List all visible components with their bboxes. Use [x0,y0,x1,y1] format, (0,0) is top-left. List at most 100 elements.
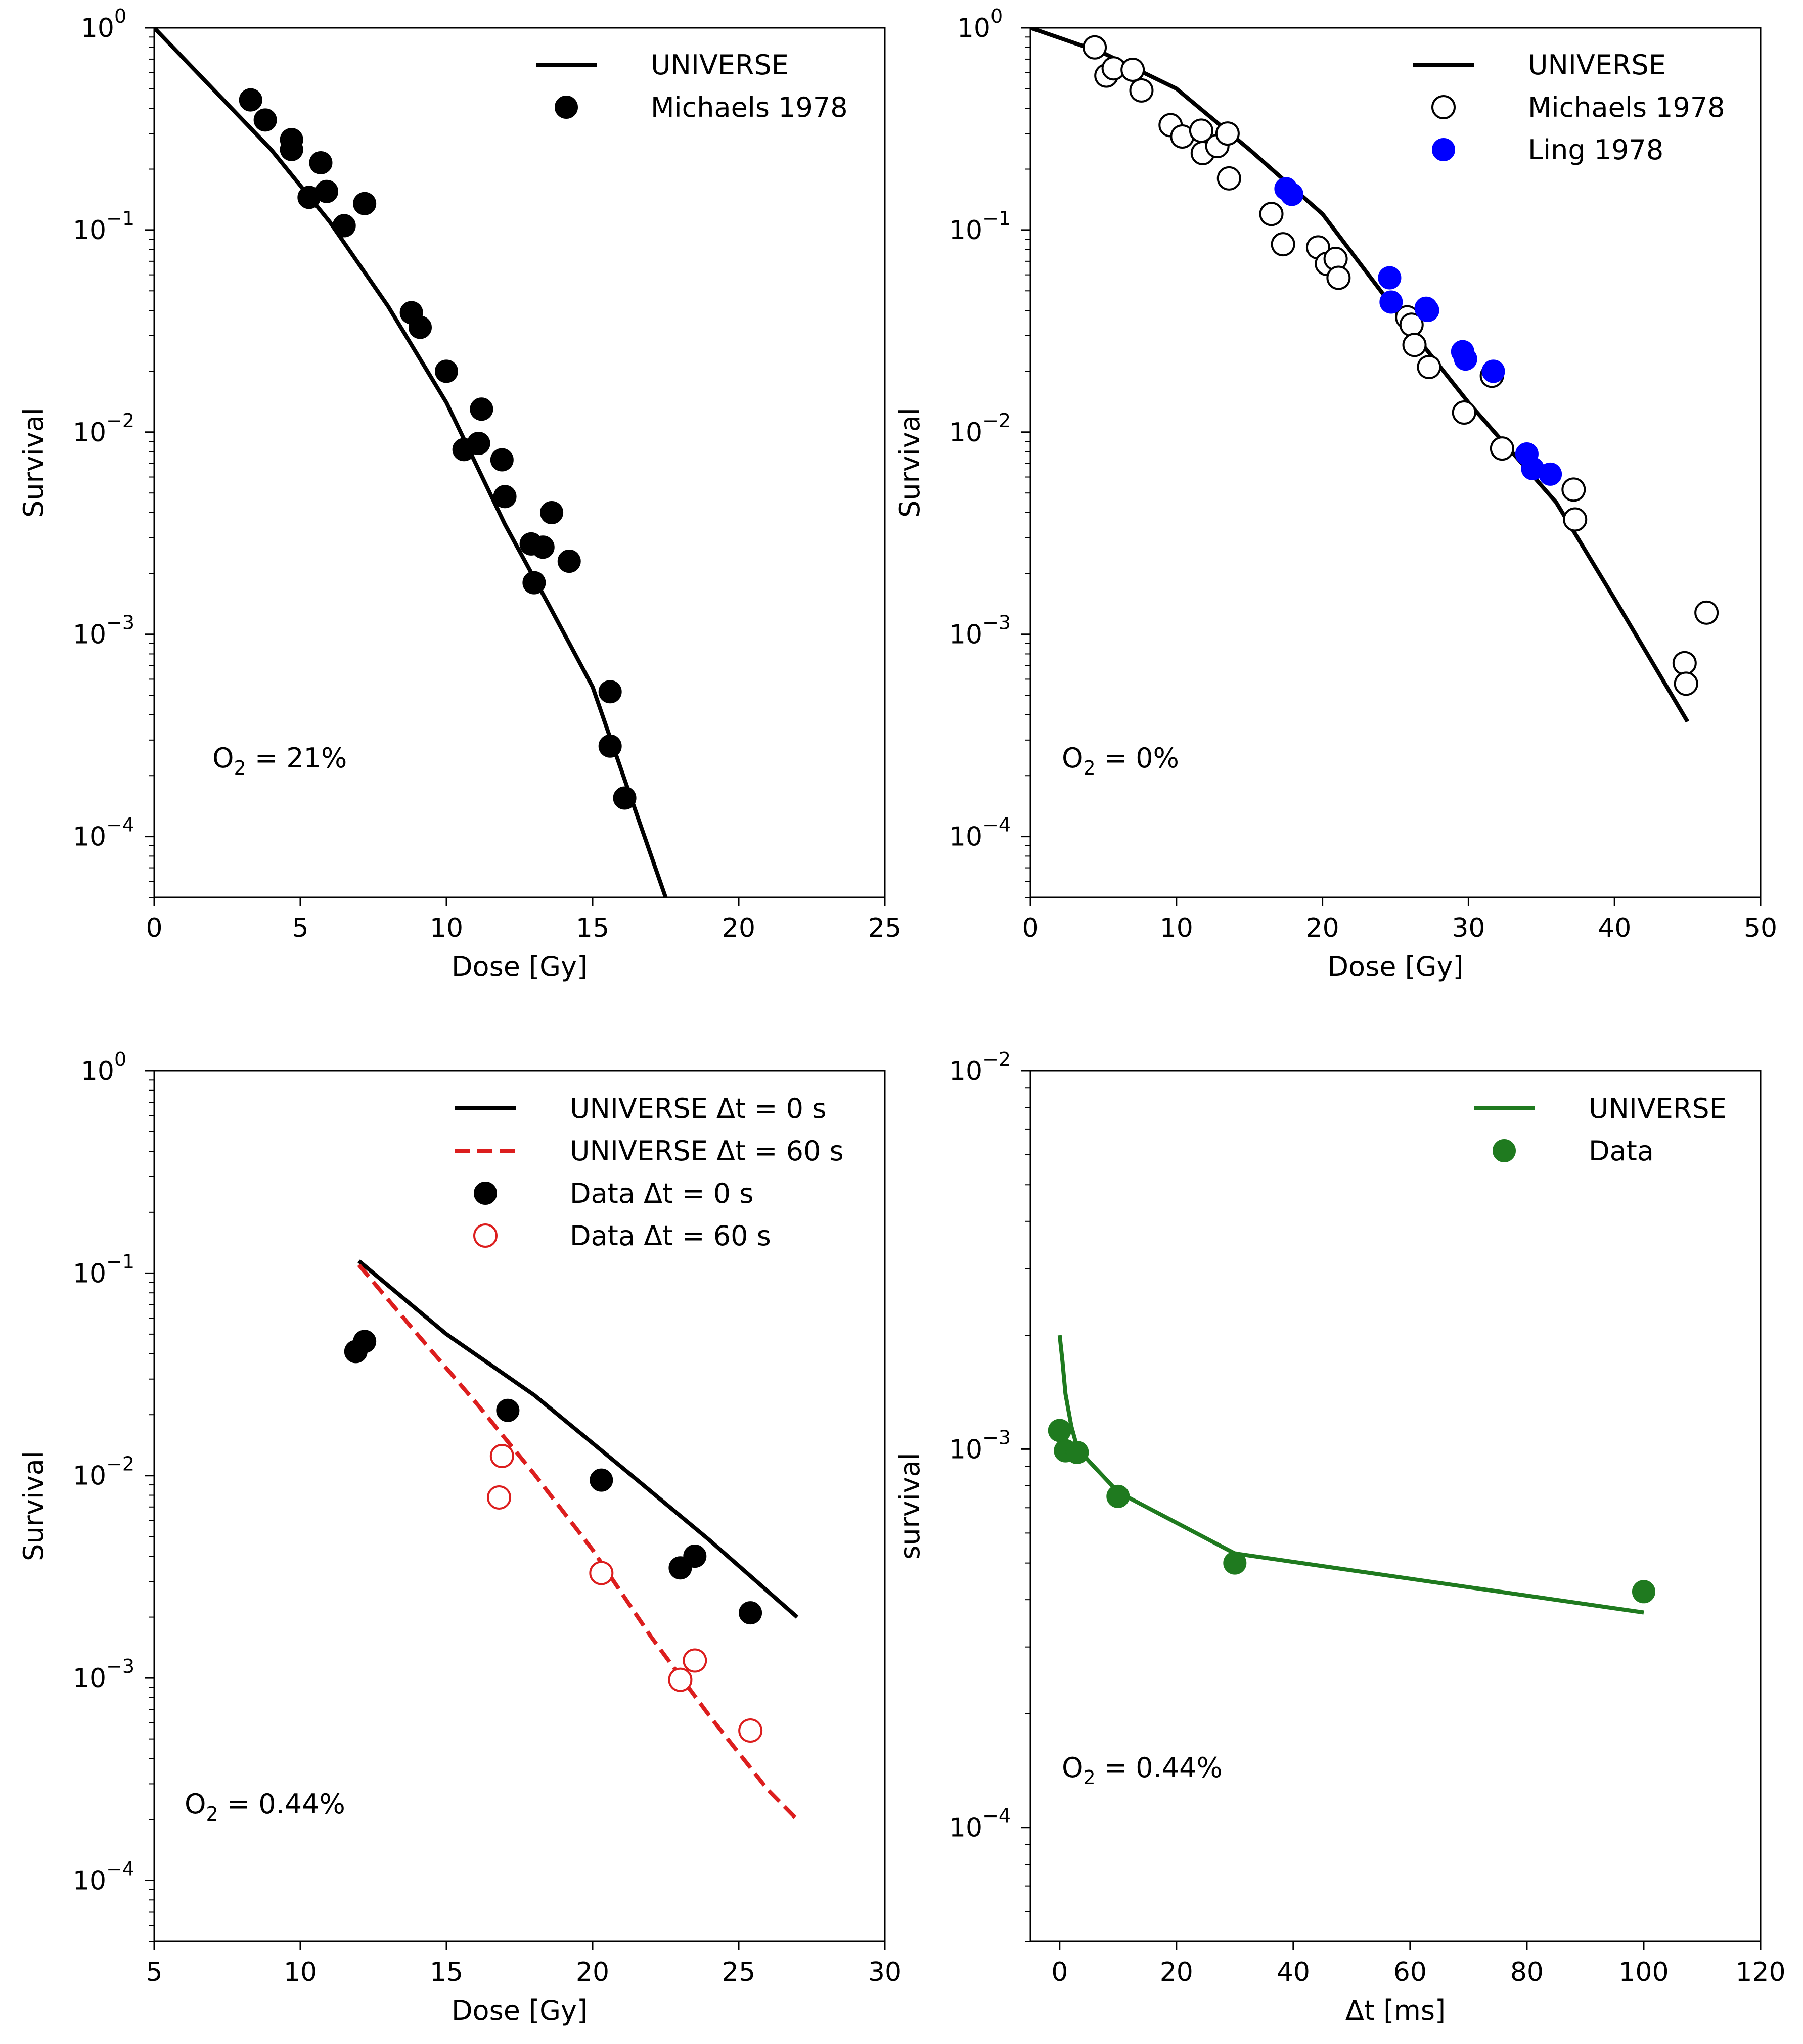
x-tick-label: 20 [1160,1957,1193,1987]
data-point [1259,202,1284,226]
x-tick-label: 25 [722,1957,755,1987]
data-point [470,397,493,421]
data-point [522,571,546,595]
y-axis-label: Survival [894,407,926,518]
x-tick-label: 100 [1618,1957,1669,1987]
plot-frame [1029,27,1762,898]
y-axis-label: Survival [18,407,50,518]
y-tick-label: 10−1 [73,1250,134,1289]
x-tick-label: 10 [284,1957,317,1987]
oxygen-annotation: O2 = 21% [212,742,347,779]
data-point [1416,299,1439,323]
data-point [598,680,622,704]
data-point [1490,436,1514,461]
data-point [435,359,458,383]
y-tick-label: 10−4 [73,814,134,852]
x-tick-label: 15 [576,913,609,943]
x-tick-label: 30 [1452,913,1485,943]
x-tick-label: 25 [868,913,902,943]
legend: UNIVERSE Michaels 1978 [536,49,848,123]
x-tick-label: 0 [1022,913,1039,943]
y-tick-label: 10−4 [949,1805,1011,1843]
y-tick-label: 10−2 [949,1048,1011,1086]
legend-label: Michaels 1978 [651,92,848,123]
data-point [613,786,637,810]
x-axis-label: Δt [ms] [1345,1994,1446,2026]
data-point [1454,347,1477,371]
plot-area [344,1259,799,1821]
data-point [1481,359,1505,383]
y-tick-label: 10−2 [73,1453,134,1491]
series-line [1030,28,1690,723]
oxygen-annotation: O2 = 0.44% [1062,1752,1223,1789]
y-tick-label: 100 [81,5,126,43]
data-point [1065,1440,1089,1464]
series-line [357,1259,799,1619]
y-tick-label: 10−2 [73,410,134,448]
x-tick-label: 15 [430,1957,463,1987]
x-axis-label: Dose [Gy] [452,1994,588,2026]
y-tick-label: 10−3 [73,612,134,650]
x-axis-label: Dose [Gy] [1327,950,1463,982]
data-point [353,1330,377,1353]
plot-frame [153,1070,886,1942]
legend-label: UNIVERSE [1589,1093,1727,1124]
y-tick-label: 10−3 [73,1655,134,1694]
data-point [1402,333,1427,357]
data-point [315,179,339,203]
data-point [490,448,514,472]
x-tick-label: 5 [292,913,308,943]
y-tick-label: 10−4 [73,1857,134,1896]
x-tick-label: 10 [430,913,463,943]
legend-label: UNIVERSE [651,49,789,81]
x-axis-label: Dose [Gy] [452,950,588,982]
data-point [1452,400,1476,425]
data-point [1563,507,1588,532]
data-point [1672,651,1697,675]
data-point [1083,35,1107,60]
plot-area [1030,28,1719,723]
data-point [683,1648,707,1673]
data-point [683,1545,707,1568]
plot-area [154,28,668,897]
data-point [590,1468,613,1492]
data-point [1417,354,1441,379]
legend-label: Data Δt = 0 s [570,1177,753,1209]
y-axis-label: Survival [18,1451,50,1561]
data-point [496,1398,520,1422]
data-point [1632,1580,1655,1604]
data-point [489,1443,514,1468]
panel-4: 0 20 40 60 80 100 120 10−2 10−3 10−4 Δt [ms] surviv… [894,1048,1786,2026]
series-line [1057,1335,1644,1615]
x-tick-label: 20 [576,1957,609,1987]
x-tick-label: 40 [1277,1957,1310,1987]
data-point [1129,78,1154,103]
data-point [467,432,490,456]
legend-label: Data [1589,1135,1654,1167]
data-point [1271,232,1295,257]
x-tick-label: 10 [1160,913,1193,943]
data-point [1378,266,1402,290]
x-tick-label: 50 [1744,913,1777,943]
data-point [1379,290,1403,314]
legend-marker-swatch [1432,138,1455,161]
data-point [1215,121,1240,146]
panel-2: 0 10 20 30 40 50 100 10−1 10−2 10−3 10−4 Dose [Gy] S… [894,5,1777,982]
data-point [1048,1419,1071,1442]
y-tick-label: 10−1 [949,207,1011,246]
y-tick-label: 10−3 [949,612,1011,650]
data-point [487,1485,512,1510]
legend-label: UNIVERSE Δt = 0 s [570,1093,826,1124]
data-point [739,1601,762,1625]
y-tick-label: 10−2 [949,410,1011,448]
data-point [1674,671,1698,696]
data-point [408,315,432,339]
data-point [239,88,262,112]
x-tick-label: 80 [1510,1957,1544,1987]
x-tick-label: 60 [1393,1957,1427,1987]
data-point [1561,477,1586,502]
data-point [557,550,581,573]
legend: UNIVERSE Δt = 0 s UNIVERSE Δt = 60 s Data … [455,1093,844,1252]
plot-frame [1029,1070,1762,1942]
